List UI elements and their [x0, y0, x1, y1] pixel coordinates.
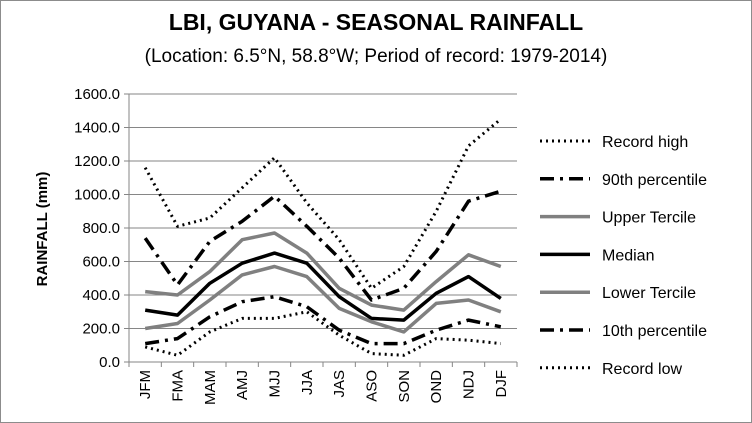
- y-tick-label: 400.0: [82, 287, 120, 304]
- x-tick-label: MAM: [202, 370, 219, 405]
- axes: [128, 94, 518, 367]
- series-line-record-high: [143, 117, 502, 290]
- x-tick-label: FMA: [170, 370, 187, 402]
- x-tick-label: OND: [428, 370, 445, 404]
- y-tick-label: 0.0: [99, 354, 120, 371]
- legend-label-record-low: Record low: [602, 361, 682, 378]
- y-tick-label: 1000.0: [74, 187, 120, 204]
- chart-subtitle: (Location: 6.5°N, 58.8°W; Period of reco…: [145, 46, 608, 67]
- legend-label-upper-tercile: Upper Tercile: [602, 210, 696, 227]
- x-tick-label: DJF: [493, 370, 510, 398]
- legend-label-lower-tercile: Lower Tercile: [602, 285, 696, 302]
- series-line-upper-tercile: [145, 231, 502, 312]
- y-tick-labels: 0.0 200.0 400.0 600.0 800.0 1000.0 1200.0 1400.…: [74, 86, 120, 371]
- y-axis-label: RAINFALL (mm): [34, 172, 51, 287]
- x-tick-label: AMJ: [234, 370, 251, 400]
- chart-title: LBI, GUYANA - SEASONAL RAINFALL: [169, 9, 583, 35]
- x-tick-label: ASO: [364, 370, 381, 402]
- series-line-90th-percentile: [143, 189, 502, 302]
- series-lines: [143, 117, 502, 357]
- x-tick-label: JJA: [299, 370, 316, 395]
- series-line-record-low: [144, 310, 501, 357]
- y-tick-label: 800.0: [82, 220, 120, 237]
- legend: Record high 90th percentile Upper Tercile M…: [540, 134, 707, 378]
- legend-label-10th-percentile: 10th percentile: [602, 323, 707, 340]
- x-tick-label: JAS: [331, 370, 348, 398]
- y-tick-label: 1200.0: [74, 153, 120, 170]
- series-line-lower-tercile: [144, 264, 502, 334]
- series-line-median: [144, 251, 502, 322]
- legend-label-median: Median: [602, 247, 654, 264]
- y-tick-label: 1400.0: [74, 120, 120, 137]
- x-tick-label: MJJ: [267, 370, 284, 398]
- x-tick-label: SON: [396, 370, 413, 403]
- y-tick-label: 1600.0: [74, 86, 120, 103]
- x-tick-label: JFM: [137, 370, 154, 399]
- x-tick-label: NDJ: [461, 370, 478, 399]
- series-line-10th-percentile: [144, 294, 502, 346]
- legend-label-record-high: Record high: [602, 134, 688, 151]
- x-tick-labels: JFM FMA MAM AMJ MJJ JJA JAS ASO SON OND NDJ DJF: [137, 370, 510, 405]
- legend-label-90th-percentile: 90th percentile: [602, 172, 707, 189]
- y-tick-label: 200.0: [82, 321, 120, 338]
- y-tick-label: 600.0: [82, 254, 120, 271]
